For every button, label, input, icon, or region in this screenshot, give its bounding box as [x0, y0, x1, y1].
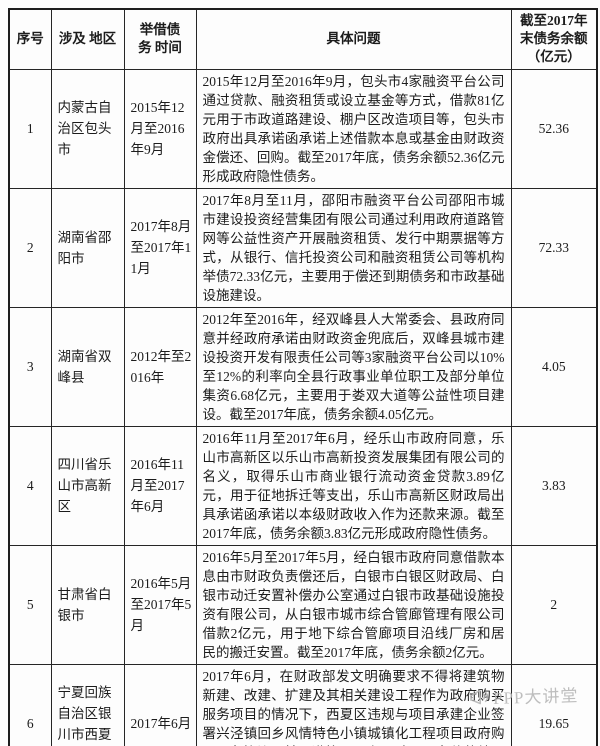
- cell-issue: 2016年5月至2017年5月，经白银市政府同意借款本息由市财政负责偿还后，白银…: [195, 544, 512, 665]
- cell-balance: 3.83: [510, 425, 598, 546]
- col-header-issue: 具体问题: [195, 8, 512, 70]
- cell-region: 湖南省双峰县: [50, 306, 125, 427]
- cell-index: 6: [8, 663, 52, 746]
- cell-index: 4: [8, 425, 52, 546]
- cell-region: 四川省乐山市高新区: [50, 425, 125, 546]
- cell-balance: 19.65: [510, 663, 598, 746]
- table-row: 4 四川省乐山市高新区 2016年11月至2017年6月 2016年11月至20…: [8, 425, 598, 546]
- cell-issue: 2017年8月至11月，邵阳市融资平台公司邵阳市城市建设投资经营集团有限公司通过…: [195, 187, 512, 308]
- cell-balance: 72.33: [510, 187, 598, 308]
- cell-period: 2012年至2016年: [123, 306, 197, 427]
- cell-index: 5: [8, 544, 52, 665]
- cell-index: 3: [8, 306, 52, 427]
- table-row: 6 宁夏回族自治区银川市西夏区 2017年6月 2017年6月，在财政部发文明确…: [8, 663, 598, 746]
- table-row: 3 湖南省双峰县 2012年至2016年 2012年至2016年，经双峰县人大常…: [8, 306, 598, 427]
- cell-issue: 2012年至2016年，经双峰县人大常委会、县政府同意并经政府承诺由财政资金兜底…: [195, 306, 512, 427]
- cell-index: 2: [8, 187, 52, 308]
- cell-period: 2017年6月: [123, 663, 197, 746]
- cell-period: 2016年11月至2017年6月: [123, 425, 197, 546]
- cell-issue: 2015年12月至2016年9月，包头市4家融资平台公司通过贷款、融资租赁或设立…: [195, 68, 512, 189]
- cell-balance: 52.36: [510, 68, 598, 189]
- cell-region: 湖南省邵阳市: [50, 187, 125, 308]
- cell-balance: 2: [510, 544, 598, 665]
- hidden-debt-table: 序号 涉及 地区 举借债务 时间 具体问题 截至2017年末债务余额（亿元） 1…: [8, 8, 598, 746]
- table-header-row: 序号 涉及 地区 举借债务 时间 具体问题 截至2017年末债务余额（亿元）: [8, 8, 598, 70]
- cell-region: 甘肃省白银市: [50, 544, 125, 665]
- cell-index: 1: [8, 68, 52, 189]
- table-row: 2 湖南省邵阳市 2017年8月至2017年11月 2017年8月至11月，邵阳…: [8, 187, 598, 308]
- cell-period: 2017年8月至2017年11月: [123, 187, 197, 308]
- col-header-index: 序号: [8, 8, 52, 70]
- cell-issue: 2017年6月，在财政部发文明确要求不得将建筑物新建、改建、扩建及其相关建设工程…: [195, 663, 512, 746]
- cell-region: 内蒙古自治区包头市: [50, 68, 125, 189]
- cell-period: 2015年12月至2016年9月: [123, 68, 197, 189]
- col-header-balance: 截至2017年末债务余额（亿元）: [510, 8, 598, 70]
- cell-issue: 2016年11月至2017年6月，经乐山市政府同意，乐山市高新区以乐山市高新投资…: [195, 425, 512, 546]
- col-header-region: 涉及 地区: [50, 8, 125, 70]
- table-row: 1 内蒙古自治区包头市 2015年12月至2016年9月 2015年12月至20…: [8, 68, 598, 189]
- cell-balance: 4.05: [510, 306, 598, 427]
- col-header-period: 举借债务 时间: [123, 8, 197, 70]
- table-row: 5 甘肃省白银市 2016年5月至2017年5月 2016年5月至2017年5月…: [8, 544, 598, 665]
- cell-region: 宁夏回族自治区银川市西夏区: [50, 663, 125, 746]
- cell-period: 2016年5月至2017年5月: [123, 544, 197, 665]
